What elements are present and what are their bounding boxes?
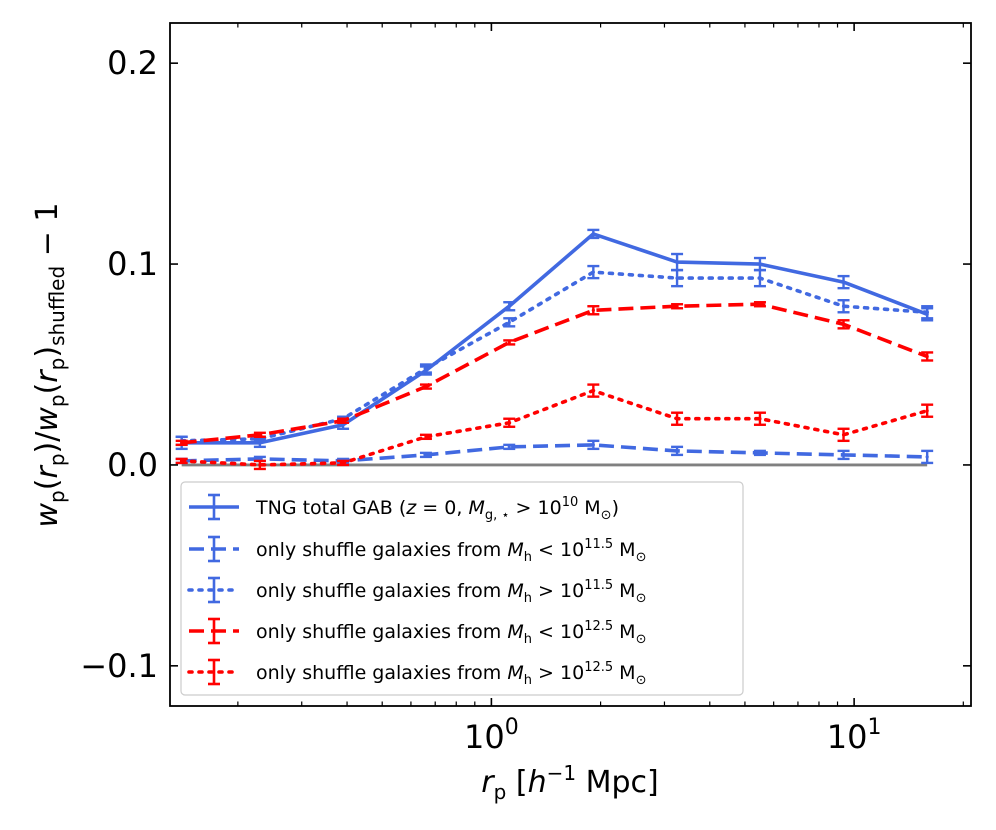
y-tick-label-2: 0.1 xyxy=(107,245,158,283)
x-tick-label-1: 101 xyxy=(827,715,882,756)
data-point xyxy=(842,305,845,308)
data-point xyxy=(592,309,595,312)
error-bar-3-4 xyxy=(503,340,515,344)
data-point xyxy=(424,435,427,438)
data-point xyxy=(675,449,678,452)
error-bar-2-7 xyxy=(754,270,766,286)
data-point xyxy=(592,232,595,235)
chart-root: −0.10.00.10.2 100 101 rp [h−1 Mpc] wp(rp)… xyxy=(0,0,996,830)
error-bar-4-5 xyxy=(587,385,599,397)
series-line-0 xyxy=(182,234,928,443)
data-point xyxy=(508,445,511,448)
data-point xyxy=(341,461,344,464)
data-point xyxy=(926,311,929,314)
series-line-1 xyxy=(182,445,928,461)
y-tick-label-0: −0.1 xyxy=(80,647,158,685)
data-point xyxy=(758,451,761,454)
series-line-2 xyxy=(182,272,928,441)
series-layer xyxy=(176,230,934,469)
series-0 xyxy=(176,230,934,449)
data-point xyxy=(675,305,678,308)
data-point xyxy=(180,441,183,444)
legend: TNG total GAB (z = 0, Mg, ⋆ > 1010 M⊙) o… xyxy=(181,482,743,695)
data-point xyxy=(592,270,595,273)
x-tick-exponent: 1 xyxy=(867,715,881,740)
data-point xyxy=(424,453,427,456)
y-tick-label-3: 0.2 xyxy=(107,44,158,82)
data-point xyxy=(842,281,845,284)
series-line-3 xyxy=(182,304,928,443)
data-point xyxy=(508,421,511,424)
data-point xyxy=(675,417,678,420)
data-point xyxy=(842,453,845,456)
data-point xyxy=(508,341,511,344)
data-point xyxy=(758,262,761,265)
data-point xyxy=(842,433,845,436)
data-point xyxy=(675,277,678,280)
error-bar-1-9 xyxy=(921,451,933,463)
data-point xyxy=(675,260,678,263)
y-axis-label: wp(rp)/wp(rp)shuffled − 1 xyxy=(30,203,69,528)
data-point xyxy=(508,305,511,308)
data-point xyxy=(508,321,511,324)
x-tick-labels: 100 101 xyxy=(464,715,881,756)
x-tick-base: 10 xyxy=(464,718,505,756)
series-1 xyxy=(176,441,934,463)
data-point xyxy=(758,303,761,306)
x-tick-exponent: 0 xyxy=(505,715,519,740)
data-point xyxy=(258,433,261,436)
data-point xyxy=(926,455,929,458)
series-4 xyxy=(176,385,934,469)
data-point xyxy=(926,409,929,412)
data-point xyxy=(592,443,595,446)
data-point xyxy=(842,323,845,326)
y-tick-label-1: 0.0 xyxy=(107,446,158,484)
data-point xyxy=(424,367,427,370)
data-point xyxy=(758,277,761,280)
data-point xyxy=(424,385,427,388)
error-bar-4-6 xyxy=(671,413,683,425)
data-point xyxy=(926,355,929,358)
data-point xyxy=(180,459,183,462)
x-tick-label-0: 100 xyxy=(464,715,519,756)
series-3 xyxy=(176,302,934,445)
x-axis-label: rp [h−1 Mpc] xyxy=(481,761,658,804)
data-point xyxy=(758,417,761,420)
data-point xyxy=(592,389,595,392)
series-2 xyxy=(176,266,934,445)
data-point xyxy=(258,463,261,466)
x-tick-base: 10 xyxy=(827,718,868,756)
data-point xyxy=(341,419,344,422)
y-tick-labels: −0.1 0.0 0.1 0.2 xyxy=(80,44,158,685)
error-bar-2-5 xyxy=(587,266,599,278)
